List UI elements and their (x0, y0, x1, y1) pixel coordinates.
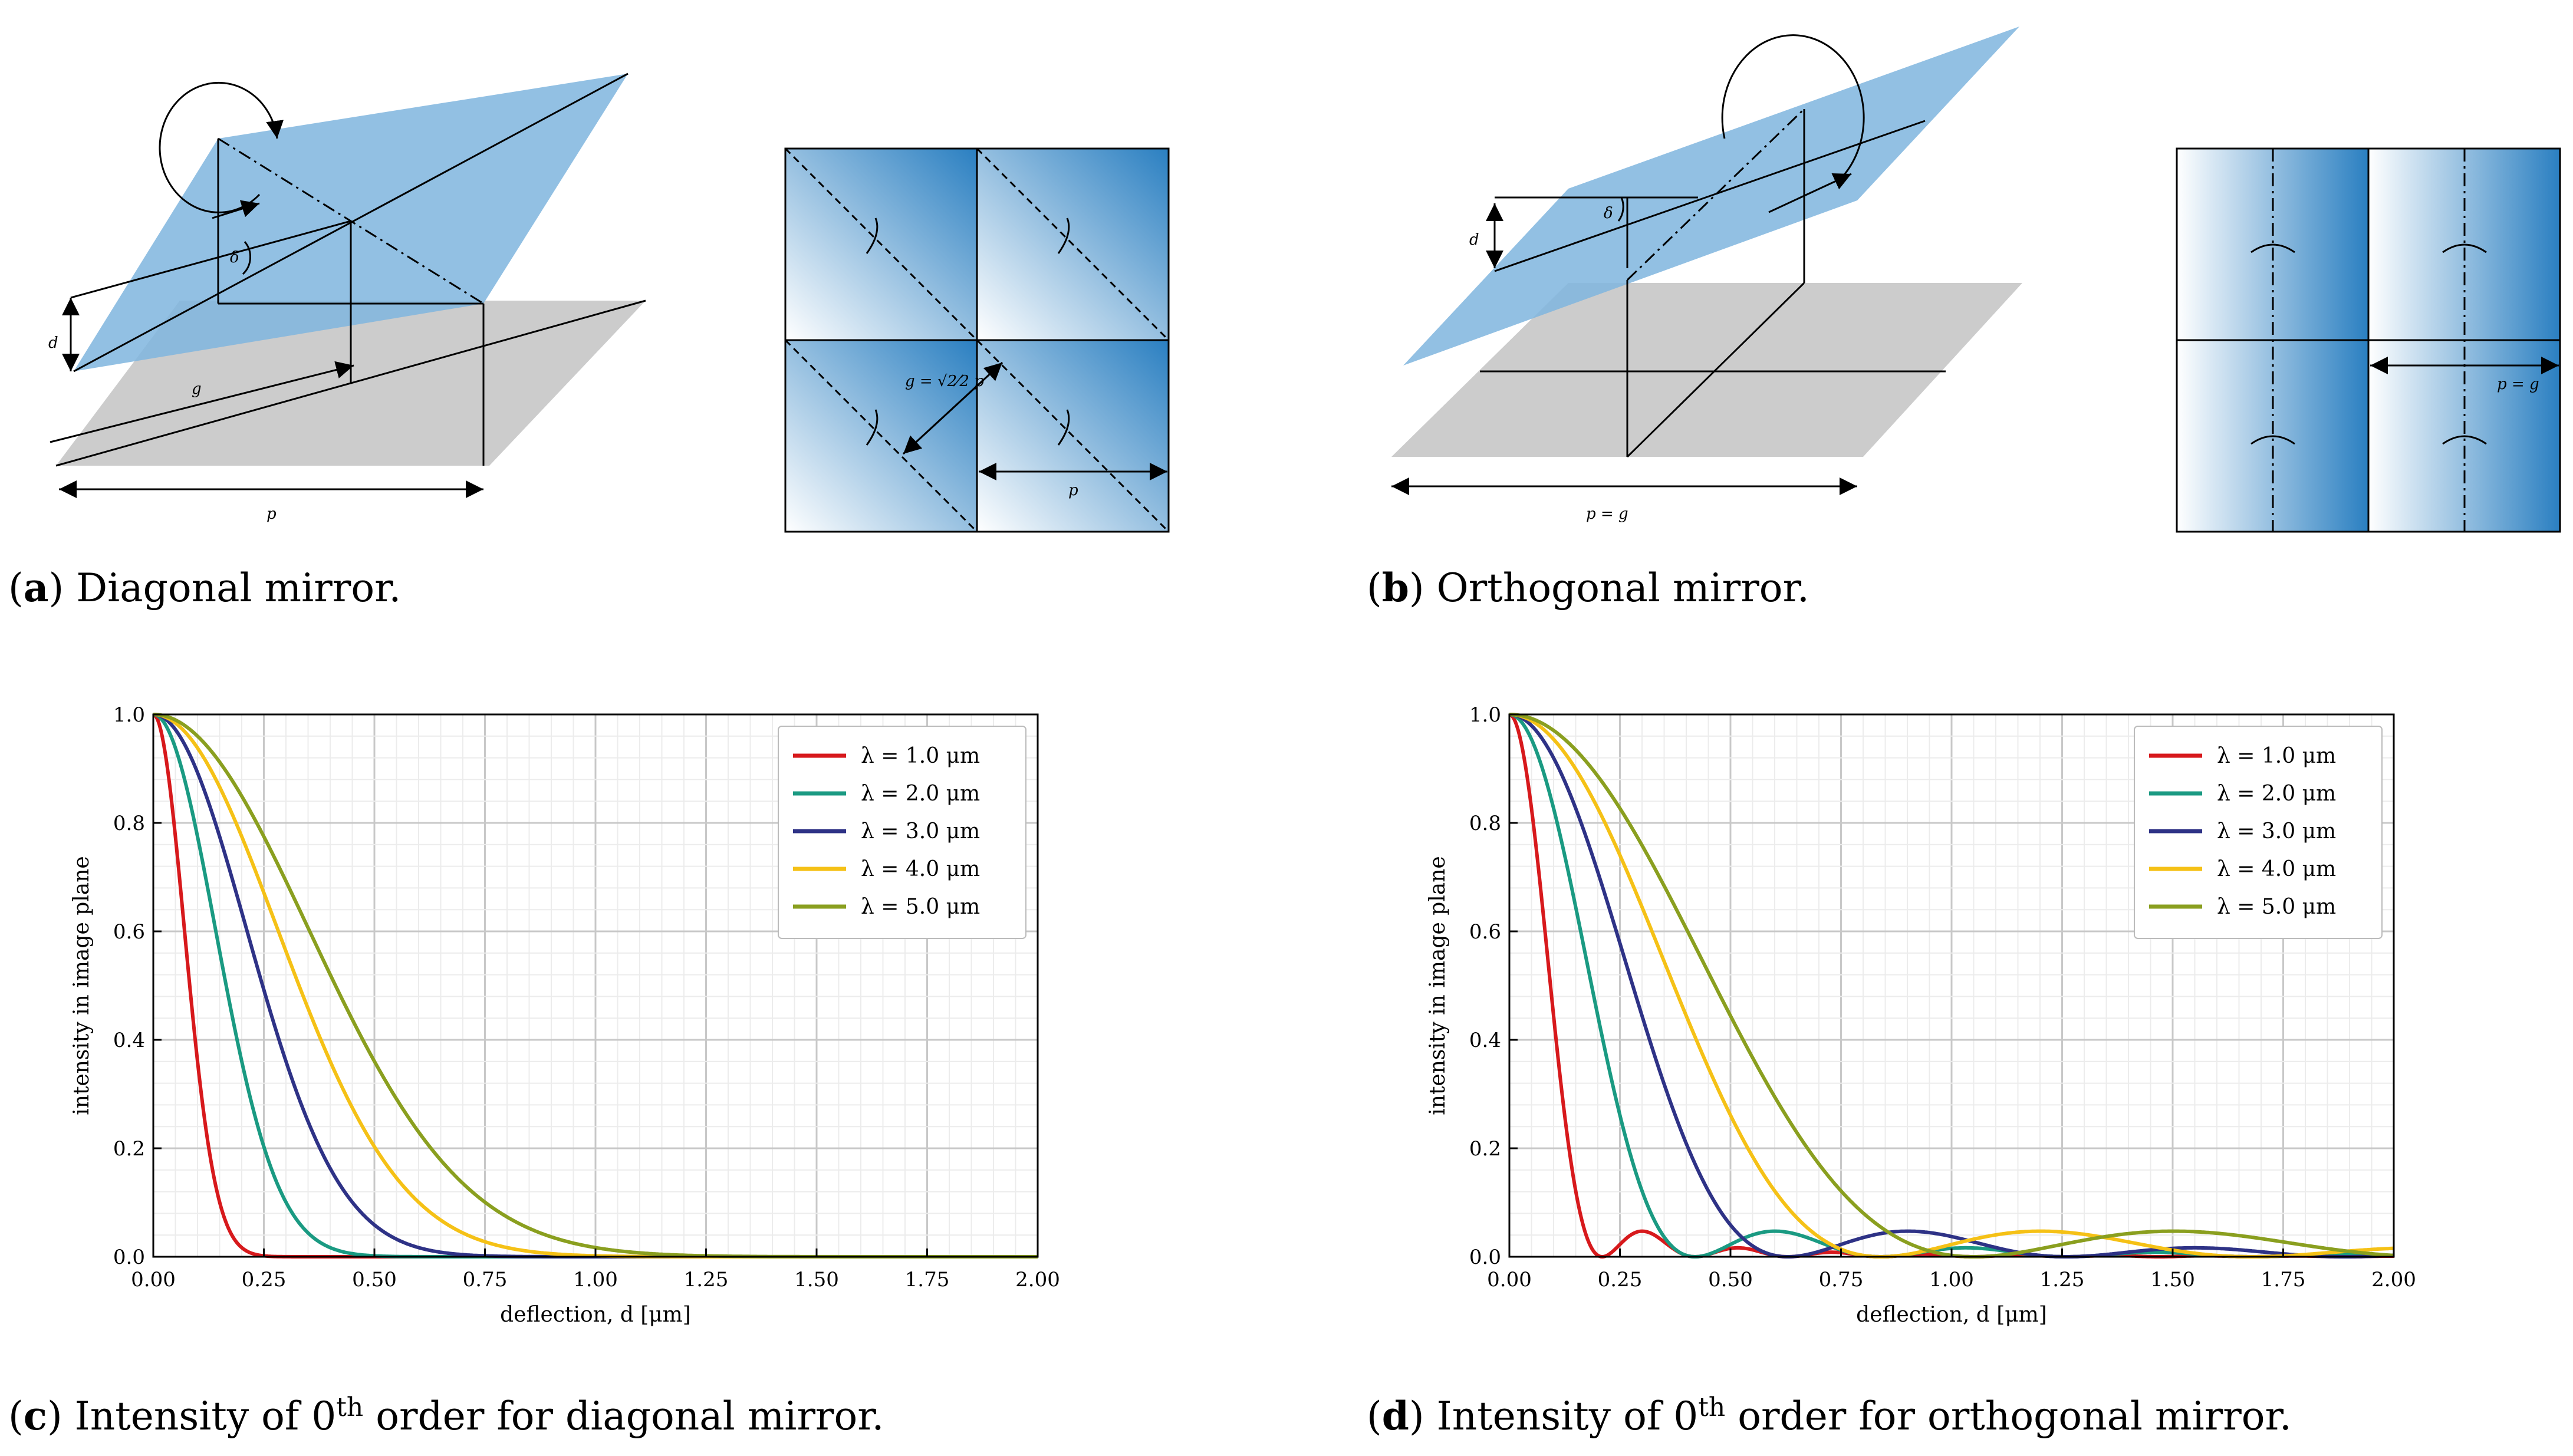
caption-a: (a) Diagonal mirror. (8, 565, 402, 611)
chart-c-diagonal-intensity: 0.00 0.25 0.50 0.75 1.00 1.25 1.50 1.75 2.00 0.0 0… (70, 703, 1060, 1327)
legend-label: λ = 1.0 μm (861, 744, 980, 768)
legend-label: λ = 5.0 μm (861, 895, 980, 919)
legend-label: λ = 3.0 μm (2217, 819, 2336, 844)
x-tick-label: 1.25 (684, 1268, 729, 1292)
y-tick-label: 0.6 (1469, 920, 1501, 944)
legend-label: λ = 2.0 μm (2217, 782, 2336, 806)
d-label: d (1469, 231, 1479, 249)
x-axis-label: deflection, d [μm] (500, 1303, 691, 1327)
x-tick-label: 0.25 (1598, 1268, 1643, 1292)
x-tick-label: 1.25 (2040, 1268, 2085, 1292)
tile-p-label: p = g (2497, 375, 2539, 393)
x-tick-label: 1.50 (794, 1268, 839, 1292)
y-tick-label: 0.4 (113, 1029, 145, 1052)
legend-label: λ = 3.0 μm (861, 819, 980, 844)
y-tick-label: 0.0 (113, 1246, 145, 1269)
p-label: p (266, 505, 277, 523)
y-tick-label: 0.6 (113, 920, 145, 944)
x-tick-label: 0.00 (131, 1268, 176, 1292)
diagram-a-3d: d g p δ (48, 73, 646, 523)
x-tick-label: 1.00 (573, 1268, 618, 1292)
caption-d: (d) Intensity of 0th order for orthogona… (1367, 1392, 2292, 1439)
y-axis-label: intensity in image plane (70, 856, 94, 1115)
legend-label: λ = 4.0 μm (2217, 857, 2336, 881)
legend-label: λ = 2.0 μm (861, 782, 980, 806)
y-tick-label: 0.8 (113, 812, 145, 835)
delta-label: δ (1604, 205, 1613, 222)
y-tick-label: 0.8 (1469, 812, 1501, 835)
x-tick-label: 0.25 (242, 1268, 287, 1292)
legend-label: λ = 1.0 μm (2217, 744, 2336, 768)
d-label: d (48, 334, 58, 352)
series-line-2 (1509, 713, 2394, 1259)
x-tick-label: 1.50 (2150, 1268, 2195, 1292)
x-tick-label: 0.50 (352, 1268, 397, 1292)
y-tick-label: 0.4 (1469, 1029, 1501, 1052)
y-tick-label: 0.2 (1469, 1137, 1501, 1161)
delta-label: δ (230, 249, 239, 266)
g-label: g (192, 380, 202, 398)
x-tick-label: 0.00 (1487, 1268, 1532, 1292)
p-label: p = g (1586, 505, 1628, 523)
x-axis-label: deflection, d [μm] (1856, 1303, 2047, 1327)
x-tick-label: 0.75 (1819, 1268, 1864, 1292)
x-tick-label: 1.00 (1929, 1268, 1974, 1292)
caption-c: (c) Intensity of 0th order for diagonal … (8, 1392, 884, 1439)
x-tick-label: 0.50 (1708, 1268, 1753, 1292)
y-tick-label: 1.0 (113, 703, 145, 727)
chart-d-orthogonal-intensity: 0.00 0.25 0.50 0.75 1.00 1.25 1.50 1.75 2.00 0.0 0… (1426, 703, 2416, 1327)
legend-label: λ = 4.0 μm (861, 857, 980, 881)
ground-plane (1391, 283, 2022, 457)
diagram-b-tiles: p = g (2176, 147, 2561, 533)
y-tick-label: 0.2 (113, 1137, 145, 1161)
legend-box (2134, 726, 2383, 939)
legend: λ = 1.0 μm λ = 2.0 μm λ = 3.0 μm λ = 4.0 μm… (778, 726, 1026, 939)
tile-p-label: p (1068, 482, 1078, 499)
x-tick-label: 0.75 (463, 1268, 508, 1292)
diagram-b-3d: d δ p = g (1391, 27, 2022, 523)
y-tick-label: 0.0 (1469, 1246, 1501, 1269)
diagram-a-tiles: g = √2⁄2 p p (784, 147, 1170, 533)
legend-label: λ = 5.0 μm (2217, 895, 2336, 919)
legend: λ = 1.0 μm λ = 2.0 μm λ = 3.0 μm λ = 4.0 μm… (2134, 726, 2383, 939)
y-axis-label: intensity in image plane (1426, 856, 1450, 1115)
x-tick-label: 2.00 (1015, 1268, 1060, 1292)
legend-box (778, 726, 1026, 939)
x-tick-label: 2.00 (2371, 1268, 2416, 1292)
caption-b: (b) Orthogonal mirror. (1367, 565, 1809, 611)
x-tick-label: 1.75 (905, 1268, 950, 1292)
x-tick-label: 1.75 (2261, 1268, 2306, 1292)
tile-g-label: g = √2⁄2 p (905, 373, 984, 390)
y-tick-label: 1.0 (1469, 703, 1501, 727)
